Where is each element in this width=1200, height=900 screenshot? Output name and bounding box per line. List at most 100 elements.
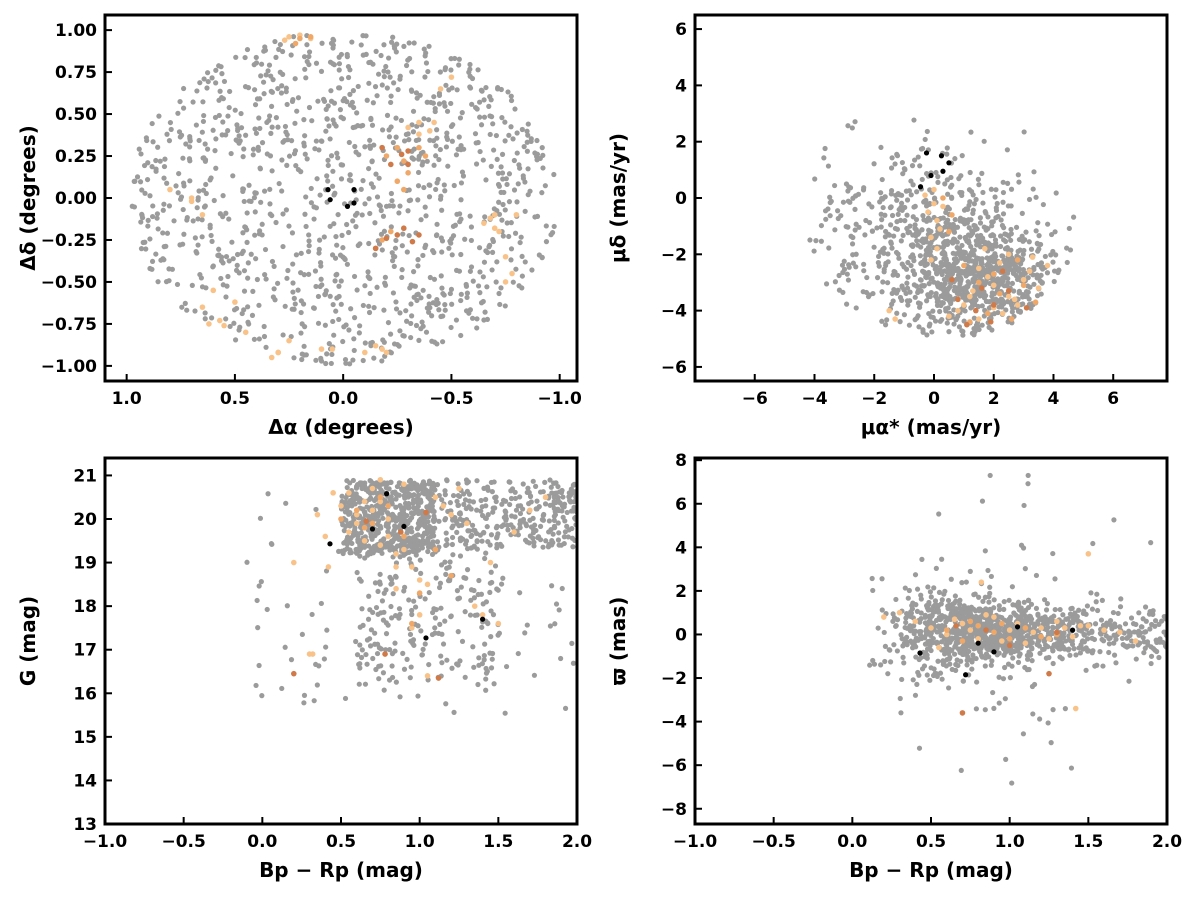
field-star-point bbox=[940, 282, 947, 289]
field-star-point bbox=[443, 144, 450, 150]
field-star-point bbox=[479, 538, 485, 544]
field-star-point bbox=[959, 270, 965, 276]
field-star-point bbox=[445, 163, 451, 169]
field-star-point bbox=[261, 188, 268, 194]
member-star-point bbox=[502, 253, 509, 260]
field-star-point bbox=[444, 537, 450, 543]
field-star-point bbox=[345, 74, 352, 81]
field-star-point bbox=[952, 216, 958, 223]
field-star-point bbox=[971, 201, 977, 207]
field-star-point bbox=[537, 155, 543, 162]
field-star-point bbox=[260, 79, 267, 85]
member-star-point bbox=[1077, 622, 1084, 629]
field-star-point bbox=[975, 303, 981, 310]
field-star-point bbox=[904, 280, 910, 286]
field-star-point bbox=[997, 243, 1004, 250]
field-star-point bbox=[411, 598, 417, 604]
field-star-point bbox=[566, 527, 572, 533]
field-star-point bbox=[160, 207, 166, 213]
field-star-point bbox=[413, 137, 419, 144]
field-star-point bbox=[404, 530, 410, 536]
field-star-point bbox=[338, 51, 345, 58]
field-star-point bbox=[217, 88, 223, 94]
field-star-point bbox=[1075, 618, 1082, 624]
field-star-point bbox=[272, 38, 278, 45]
member-star-point bbox=[1085, 622, 1092, 629]
field-star-point bbox=[490, 612, 497, 618]
member-star-point bbox=[975, 279, 982, 286]
field-star-point bbox=[1071, 214, 1077, 220]
field-star-point bbox=[977, 614, 983, 620]
field-star-point bbox=[204, 70, 211, 76]
center-star-point bbox=[963, 672, 969, 678]
field-star-point bbox=[241, 198, 247, 205]
field-star-point bbox=[252, 209, 258, 215]
field-star-point bbox=[195, 195, 201, 201]
field-star-point bbox=[442, 307, 448, 313]
field-star-point bbox=[195, 242, 201, 248]
field-star-point bbox=[969, 666, 975, 672]
field-star-point bbox=[483, 84, 489, 91]
field-star-point bbox=[463, 505, 469, 512]
member-star-point bbox=[1101, 627, 1107, 633]
field-star-point bbox=[548, 527, 554, 533]
field-star-point bbox=[954, 657, 960, 663]
member-star-point bbox=[314, 511, 321, 518]
field-star-point bbox=[506, 233, 512, 240]
field-star-point bbox=[463, 477, 470, 483]
member-star-point bbox=[1030, 629, 1037, 636]
field-star-point bbox=[356, 576, 363, 582]
center-star-point bbox=[344, 203, 351, 209]
y-axis-label: Δδ (degrees) bbox=[16, 125, 40, 271]
field-star-point bbox=[1060, 612, 1066, 618]
field-star-point bbox=[955, 267, 961, 273]
field-star-point bbox=[939, 556, 945, 562]
field-star-point bbox=[904, 285, 911, 291]
field-star-point bbox=[415, 183, 422, 189]
member-star-point bbox=[286, 337, 292, 344]
field-star-point bbox=[223, 294, 229, 300]
field-star-point bbox=[980, 598, 986, 604]
field-star-point bbox=[973, 706, 979, 712]
center-star-point bbox=[351, 200, 357, 206]
field-star-point bbox=[980, 271, 986, 277]
field-star-point bbox=[524, 622, 530, 628]
field-star-point bbox=[941, 591, 947, 597]
field-star-point bbox=[278, 90, 285, 96]
field-star-point bbox=[386, 134, 393, 140]
field-star-point bbox=[187, 133, 193, 140]
field-star-point bbox=[861, 261, 867, 267]
field-star-point bbox=[903, 290, 909, 297]
field-star-point bbox=[1007, 675, 1013, 681]
field-star-point bbox=[319, 40, 325, 46]
field-star-point bbox=[906, 587, 912, 594]
field-star-point bbox=[502, 508, 508, 514]
member-star-point bbox=[975, 316, 982, 322]
field-star-point bbox=[366, 543, 372, 549]
field-star-point bbox=[419, 652, 426, 658]
field-star-point bbox=[923, 628, 929, 634]
field-star-point bbox=[275, 280, 281, 286]
field-star-point bbox=[393, 299, 399, 305]
field-star-point bbox=[406, 232, 412, 239]
field-star-point bbox=[965, 654, 971, 660]
field-star-point bbox=[377, 523, 383, 529]
field-star-point bbox=[179, 304, 185, 310]
member-star-point bbox=[925, 209, 931, 215]
field-star-point bbox=[437, 69, 443, 75]
field-star-point bbox=[902, 166, 908, 172]
field-star-point bbox=[268, 88, 274, 94]
member-star-point bbox=[943, 631, 950, 638]
field-star-point bbox=[388, 581, 394, 587]
field-star-point bbox=[261, 333, 268, 340]
field-star-point bbox=[370, 609, 376, 616]
field-star-point bbox=[291, 306, 297, 312]
field-star-point bbox=[894, 648, 900, 654]
field-star-point bbox=[177, 242, 183, 248]
field-star-point bbox=[147, 236, 153, 242]
field-star-point bbox=[439, 207, 445, 213]
field-star-point bbox=[416, 337, 422, 343]
field-star-point bbox=[958, 767, 964, 774]
field-star-point bbox=[311, 216, 317, 222]
field-star-point bbox=[496, 211, 503, 217]
